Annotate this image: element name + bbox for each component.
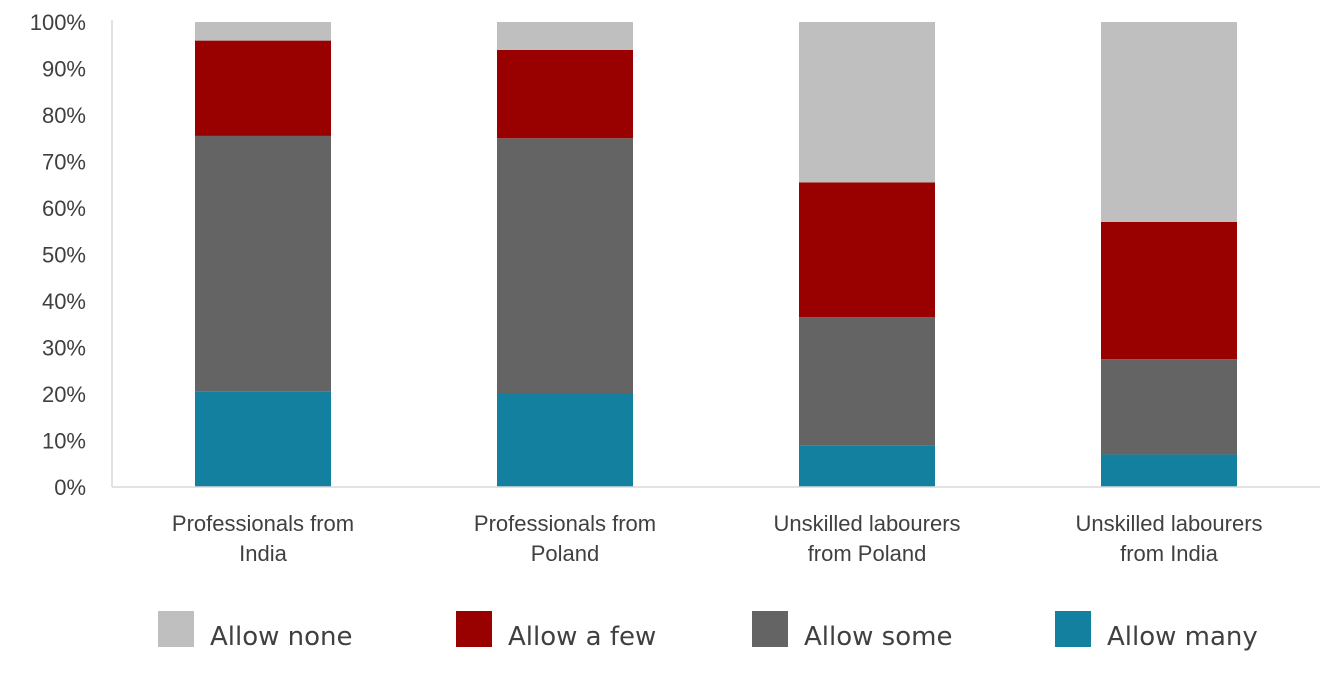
y-tick-label: 70%	[42, 150, 86, 175]
y-tick-label: 90%	[42, 57, 86, 82]
bar-segment	[195, 391, 331, 487]
y-tick-label: 20%	[42, 382, 86, 407]
legend-label: Allow none	[210, 622, 353, 652]
x-category-label: Unskilled labourers from India	[1075, 511, 1262, 566]
bar-segment	[799, 445, 935, 487]
y-tick-label: 10%	[42, 429, 86, 454]
legend-label: Allow some	[804, 622, 952, 652]
y-tick-label: 50%	[42, 243, 86, 268]
y-tick-label: 60%	[42, 196, 86, 221]
legend: Allow none Allow a few Allow some Allow man…	[158, 611, 1258, 652]
bar-segment	[1101, 22, 1237, 222]
legend-swatch	[752, 611, 788, 647]
bar-segment	[799, 182, 935, 318]
bar-segment	[497, 49, 633, 139]
y-tick-label: 0%	[54, 475, 86, 500]
legend-item: Allow some	[752, 611, 952, 652]
bar-segment	[1101, 359, 1237, 455]
bar-segment	[195, 22, 331, 41]
bar-segment	[195, 135, 331, 392]
bar-segment	[1101, 221, 1237, 360]
legend-swatch	[1055, 611, 1091, 647]
x-category-label: Professionals from India	[172, 511, 354, 566]
y-axis: 0% 10% 20% 30% 40% 50% 60% 70% 80% 90% 100%	[30, 10, 113, 500]
bars	[195, 22, 1237, 487]
bar-segment	[195, 40, 331, 136]
bar-segment	[799, 22, 935, 183]
legend-swatch	[456, 611, 492, 647]
legend-label: Allow a few	[508, 622, 656, 652]
bar-segment	[497, 394, 633, 487]
legend-item: Allow many	[1055, 611, 1258, 652]
x-category-label: Unskilled labourers from Poland	[773, 511, 960, 566]
bar-stack	[497, 22, 633, 487]
bar-stack	[1101, 22, 1237, 487]
y-tick-label: 40%	[42, 289, 86, 314]
bar-segment	[497, 138, 633, 394]
x-category-label: Professionals from Poland	[474, 511, 656, 566]
bar-segment	[497, 22, 633, 50]
y-tick-label: 100%	[30, 10, 86, 35]
x-axis: Professionals from India Professionals fro…	[112, 486, 1320, 566]
y-tick-label: 80%	[42, 103, 86, 128]
bar-stack	[799, 22, 935, 487]
legend-swatch	[158, 611, 194, 647]
legend-item: Allow none	[158, 611, 353, 652]
legend-label: Allow many	[1107, 622, 1258, 652]
legend-item: Allow a few	[456, 611, 656, 652]
y-tick-label: 30%	[42, 336, 86, 361]
bar-segment	[1101, 454, 1237, 487]
bar-stack	[195, 22, 331, 487]
bar-segment	[799, 317, 935, 446]
